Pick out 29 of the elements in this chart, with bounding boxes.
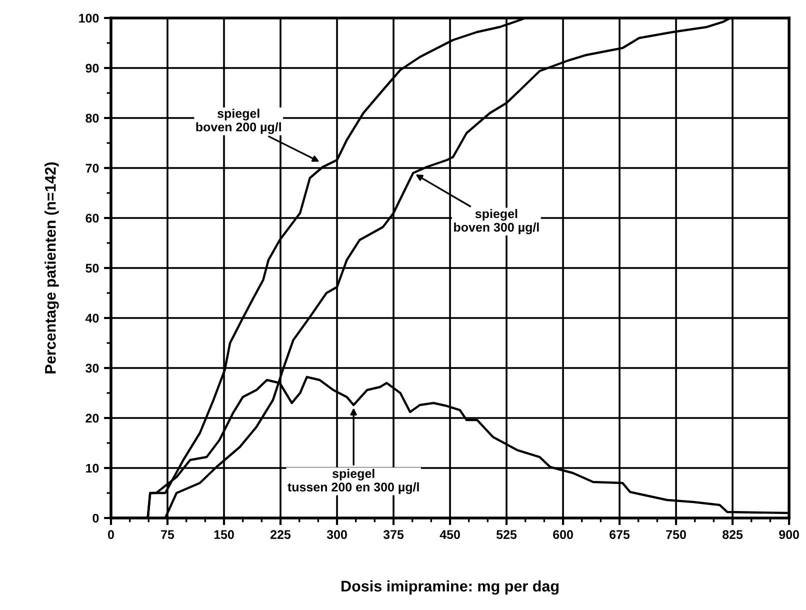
x-tick-label: 825 bbox=[722, 530, 743, 539]
x-tick-label: 225 bbox=[270, 530, 291, 539]
y-tick-label: 100 bbox=[79, 14, 99, 23]
y-tick-label: 50 bbox=[86, 264, 99, 273]
x-tick-label: 600 bbox=[553, 530, 573, 539]
y-tick-label: 80 bbox=[86, 114, 99, 123]
y-tick-label: 90 bbox=[86, 64, 99, 73]
x-axis-title: Dosis imipramine: mg per dag bbox=[342, 580, 559, 595]
annotation: spiegel boven 200 µg/l bbox=[196, 108, 281, 134]
x-tick-label: 0 bbox=[108, 530, 114, 539]
x-tick-label: 150 bbox=[214, 530, 234, 539]
y-tick-label: 20 bbox=[86, 414, 99, 423]
y-tick-label: 0 bbox=[92, 514, 99, 523]
x-tick-label: 675 bbox=[610, 530, 630, 539]
x-tick-label: 450 bbox=[440, 530, 460, 539]
x-tick-label: 750 bbox=[666, 530, 686, 539]
x-tick-label: 300 bbox=[326, 530, 347, 540]
x-tick-label: 375 bbox=[383, 530, 404, 540]
y-tick-label: 60 bbox=[86, 214, 99, 223]
annotation: spiegel boven 300 µg/l bbox=[454, 209, 539, 234]
y-tick-label: 70 bbox=[86, 164, 99, 173]
y-tick-label: 30 bbox=[86, 364, 99, 373]
annotation: spiegel tussen 200 en 300 µg/l bbox=[288, 468, 419, 494]
y-tick-label: 10 bbox=[86, 464, 99, 473]
y-axis-title: Percentage patienten (n=142) bbox=[44, 162, 59, 374]
x-tick-label: 900 bbox=[779, 530, 799, 539]
x-tick-label: 525 bbox=[496, 530, 517, 539]
y-tick-label: 40 bbox=[85, 314, 99, 323]
x-tick-label: 75 bbox=[161, 530, 174, 539]
